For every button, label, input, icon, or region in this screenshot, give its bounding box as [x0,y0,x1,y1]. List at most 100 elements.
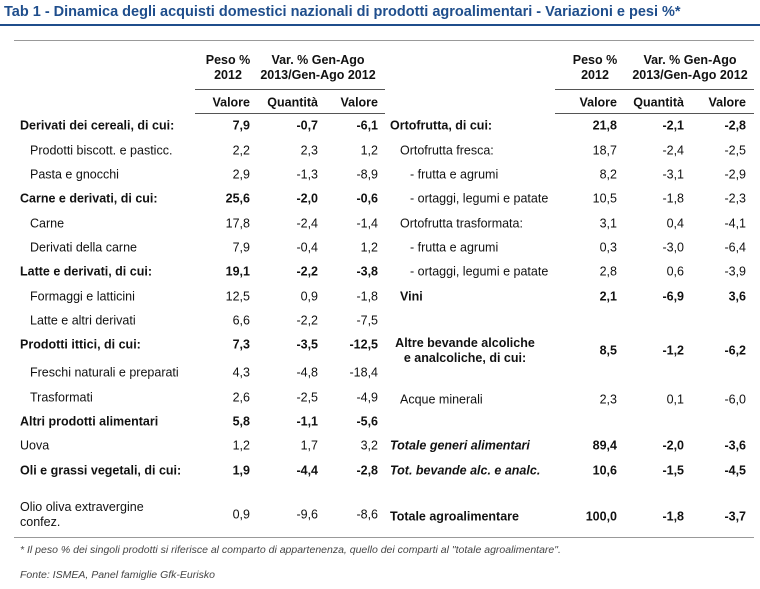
cell-peso: 1,2 [232,438,250,453]
cell-quantita: 0,4 [666,216,684,231]
cell-quantita: -1,1 [296,414,318,429]
cell-valore: 3,6 [728,289,746,304]
row-label: Prodotti biscott. e pasticc. [30,143,173,158]
cell-quantita: -2,1 [662,118,684,133]
cell-quantita: -1,8 [662,509,684,524]
cell-peso: 17,8 [225,216,250,231]
col-header: Var. % Gen-Ago 2013/Gen-Ago 2012 [632,53,748,82]
row-label: Carne e derivati, di cui: [20,191,158,206]
cell-quantita: 2,3 [300,143,318,158]
cell-valore: -2,5 [724,143,746,158]
row-label: Latte e altri derivati [30,313,136,328]
footnote: * Il peso % dei singoli prodotti si rife… [20,544,561,556]
cell-peso: 10,6 [592,463,617,478]
row-label: Prodotti ittici, di cui: [20,337,141,352]
row-label: Olio oliva extravergine confez. [20,500,144,529]
cell-quantita: -3,0 [662,240,684,255]
header-rule [195,89,385,90]
row-label: - frutta e agrumi [410,240,499,255]
row-label: Totale agroalimentare [390,509,519,524]
cell-valore: -6,0 [724,392,746,407]
cell-valore: -2,8 [724,118,746,133]
row-label: Formaggi e latticini [30,289,135,304]
cell-quantita: -0,4 [296,240,318,255]
cell-valore: -4,9 [356,390,378,405]
row-label: Tot. bevande alc. e analc. [390,463,541,478]
cell-peso: 4,3 [232,365,250,380]
cell-quantita: 0,1 [666,392,684,407]
cell-peso: 100,0 [585,509,617,524]
header-rule [555,113,754,114]
cell-peso: 10,5 [592,191,617,206]
row-label: Latte e derivati, di cui: [20,264,152,279]
col-header: Valore [579,95,617,110]
cell-quantita: -2,2 [296,313,318,328]
cell-valore: 1,2 [360,240,378,255]
cell-peso: 5,8 [232,414,250,429]
source: Fonte: ISMEA, Panel famiglie Gfk-Eurisko [20,569,215,581]
cell-peso: 25,6 [225,191,250,206]
cell-quantita: -3,1 [662,167,684,182]
cell-quantita: -2,5 [296,390,318,405]
cell-peso: 7,9 [232,240,250,255]
cell-peso: 7,3 [232,337,250,352]
cell-valore: -1,4 [356,216,378,231]
cell-valore: -6,1 [356,118,378,133]
cell-peso: 2,1 [599,289,617,304]
cell-peso: 2,8 [599,264,617,279]
cell-peso: 3,1 [599,216,617,231]
table-top [14,40,754,41]
cell-peso: 2,3 [599,392,617,407]
cell-peso: 2,6 [232,390,250,405]
table-bottom [14,537,754,538]
col-header: Quantità [267,95,318,110]
cell-valore: -3,6 [724,438,746,453]
cell-quantita: -2,0 [296,191,318,206]
row-label: - ortaggi, legumi e patate [410,191,549,206]
cell-valore: -3,8 [356,264,378,279]
cell-quantita: -1,8 [662,191,684,206]
cell-valore: -2,3 [724,191,746,206]
header-rule [555,89,754,90]
col-header: Peso % 2012 [205,53,251,82]
row-label: Derivati della carne [30,240,137,255]
cell-peso: 2,2 [232,143,250,158]
row-label: Ortofrutta fresca: [400,143,494,158]
col-header: Quantità [633,95,684,110]
cell-quantita: 0,9 [300,289,318,304]
col-header: Valore [340,95,378,110]
cell-quantita: -4,4 [296,463,318,478]
cell-peso: 12,5 [225,289,250,304]
cell-valore: -0,6 [356,191,378,206]
row-label: Altre bevande alcoliche e analcoliche, d… [395,336,535,365]
cell-valore: 1,2 [360,143,378,158]
row-label: - frutta e agrumi [410,167,499,182]
cell-quantita: 0,6 [666,264,684,279]
cell-valore: -3,7 [724,509,746,524]
cell-peso: 8,5 [599,343,617,358]
cell-quantita: -2,0 [662,438,684,453]
table-title: Tab 1 - Dinamica degli acquisti domestic… [4,4,681,20]
cell-quantita: -2,2 [296,264,318,279]
row-label: Oli e grassi vegetali, di cui: [20,463,182,478]
cell-quantita: -1,2 [662,343,684,358]
cell-valore: -4,5 [724,463,746,478]
cell-valore: -6,2 [724,343,746,358]
cell-peso: 21,8 [592,118,617,133]
title-rule [0,24,760,26]
cell-valore: -7,5 [356,313,378,328]
row-label: Acque minerali [400,392,483,407]
cell-quantita: -1,5 [662,463,684,478]
cell-valore: -12,5 [349,337,379,352]
row-label: Vini [400,289,423,304]
cell-valore: 3,2 [360,438,378,453]
cell-quantita: -9,6 [296,507,318,522]
col-header: Valore [212,95,250,110]
cell-quantita: -1,3 [296,167,318,182]
cell-peso: 89,4 [592,438,617,453]
row-label: Derivati dei cereali, di cui: [20,118,175,133]
cell-quantita: -3,5 [296,337,318,352]
cell-quantita: -6,9 [662,289,684,304]
cell-valore: -5,6 [356,414,378,429]
